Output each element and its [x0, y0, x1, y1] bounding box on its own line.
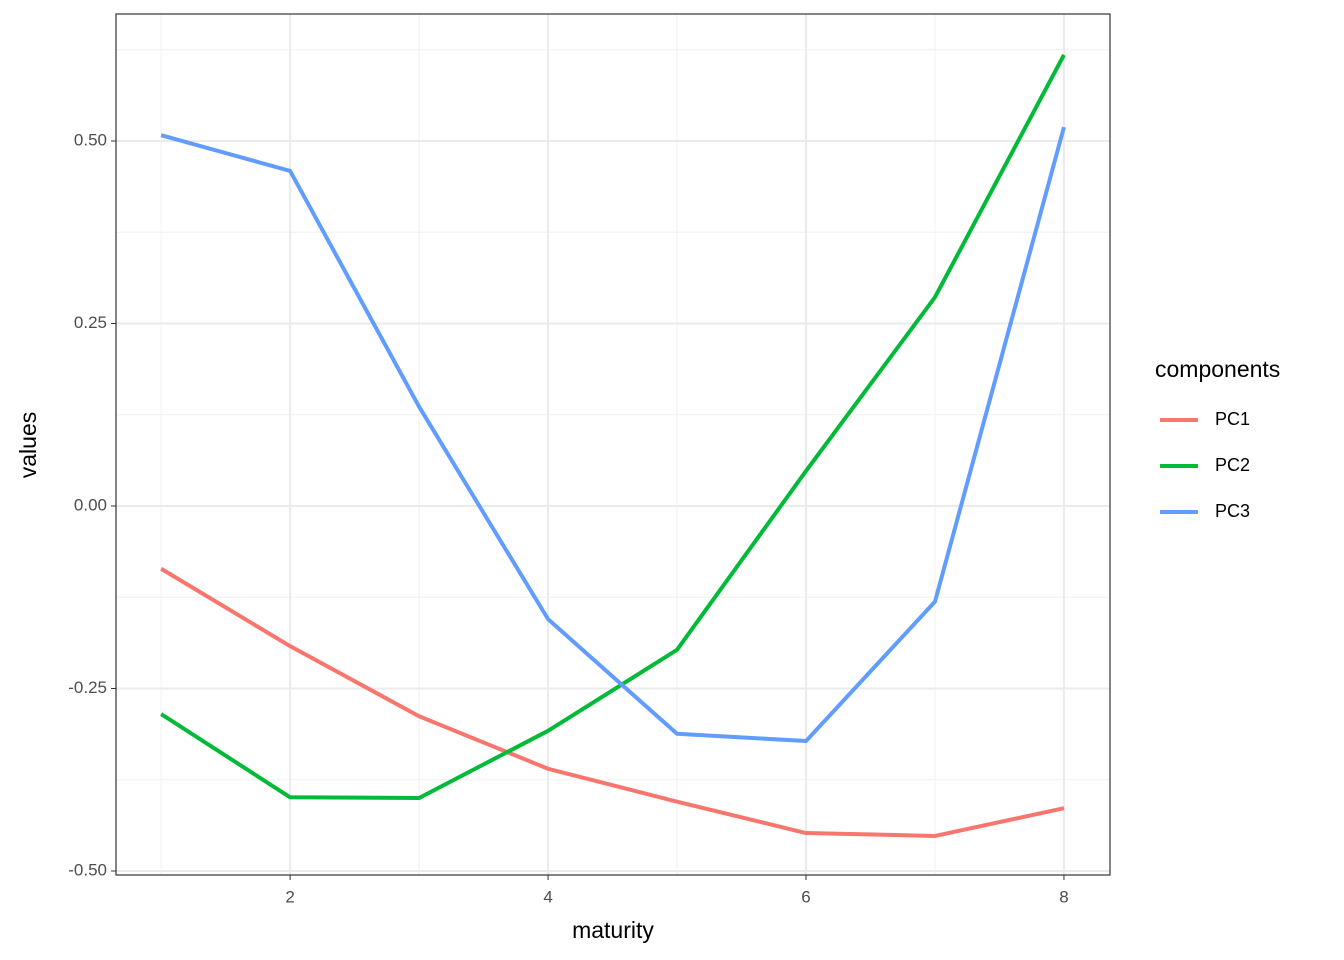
y-tick-label: 0.25	[74, 313, 107, 332]
y-tick-label: -0.25	[68, 678, 107, 697]
y-axis-title: values	[15, 412, 41, 478]
y-tick-label: -0.50	[68, 860, 107, 879]
series-line	[160, 53, 1066, 800]
x-tick-label: 4	[543, 887, 552, 906]
series-line	[160, 126, 1066, 744]
x-tick-label: 6	[801, 887, 810, 906]
legend-title: components	[1155, 356, 1280, 382]
y-tick-label: 0.00	[74, 495, 107, 514]
x-tick-label: 2	[285, 887, 294, 906]
x-axis-title: maturity	[572, 917, 654, 943]
series-line	[160, 567, 1065, 838]
x-tick-label: 8	[1059, 887, 1068, 906]
plot-background	[116, 14, 1110, 875]
legend-label: PC2	[1215, 455, 1250, 475]
legend-label: PC1	[1215, 409, 1250, 429]
legend-label: PC3	[1215, 501, 1250, 521]
plot-border	[115, 13, 1111, 876]
y-tick-label: 0.50	[74, 130, 107, 149]
